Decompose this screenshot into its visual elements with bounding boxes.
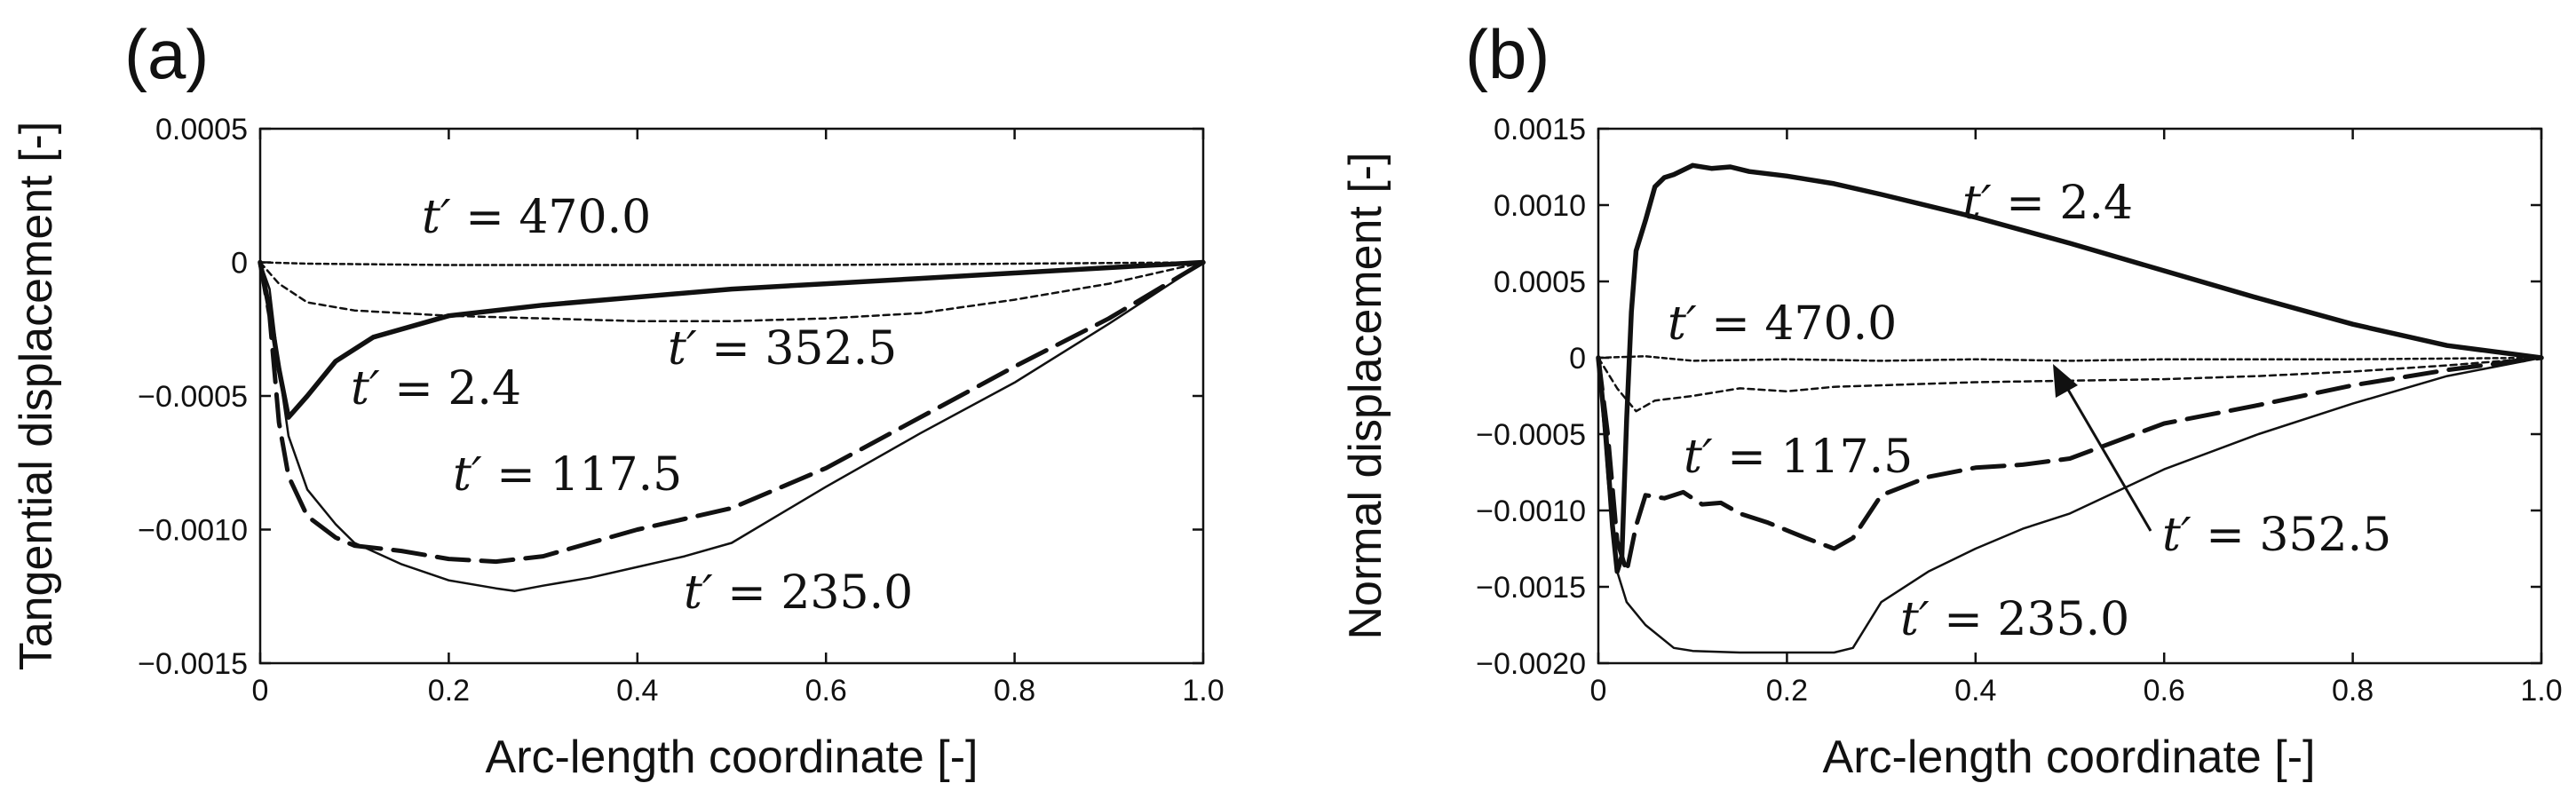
panel-a: (a) 0.0005 0 −0.0005 −0.0010 −0.0015 0 0.2 0.4…: [11, 15, 1225, 783]
x-tick-label: 0.2: [428, 674, 470, 708]
panel-label: (b): [1465, 15, 1550, 93]
series-line-470-0: [258, 261, 1205, 266]
x-axis-title: Arc-length coordinate [-]: [1823, 732, 2316, 783]
series-line-470-0: [1597, 355, 2543, 362]
y-tick-label: 0.0005: [155, 113, 248, 146]
x-axis-ticks: 0 0.2 0.4 0.6 0.8 1.0: [252, 129, 1225, 708]
y-tick-label: −0.0010: [1476, 494, 1586, 528]
y-tick-label: 0.0010: [1494, 189, 1586, 223]
x-tick-label: 1.0: [2520, 674, 2562, 708]
series-layer: [258, 259, 1206, 592]
x-tick-label: 0.6: [2144, 674, 2185, 708]
curve-label-t470-b: t′ = 470.0: [1668, 297, 1897, 351]
y-axis-title: Tangential displacement [-]: [11, 122, 62, 671]
y-axis-ticks: 0.0015 0.0010 0.0005 0 −0.0005 −0.0010 −0.0015…: [1476, 113, 2541, 681]
x-tick-label: 0.2: [1766, 674, 1808, 708]
curve-label-t2-a: t′ = 2.4: [351, 362, 521, 415]
curve-label-t352-a: t′ = 352.5: [668, 322, 897, 376]
panel-label: (a): [124, 15, 209, 93]
x-tick-label: 0.8: [2332, 674, 2374, 708]
series-layer: [1596, 162, 2544, 654]
x-tick-label: 0.6: [805, 674, 847, 708]
x-axis-title: Arc-length coordinate [-]: [486, 732, 979, 783]
y-tick-label: 0: [231, 247, 248, 281]
x-tick-label: 1.0: [1182, 674, 1224, 708]
plot-frame: [1597, 127, 2543, 665]
x-tick-label: 0: [1590, 674, 1607, 708]
y-tick-label: 0.0005: [1494, 265, 1586, 299]
series-line-2-4: [1596, 162, 2544, 574]
y-tick-label: −0.0020: [1476, 647, 1586, 681]
y-tick-label: −0.0005: [1476, 418, 1586, 452]
series-line-117-5: [258, 260, 1206, 565]
curve-label-t235-b: t′ = 235.0: [1900, 593, 2129, 646]
y-tick-label: −0.0005: [138, 380, 248, 414]
series-line-2-4: [258, 259, 1206, 420]
y-tick-label: −0.0010: [138, 514, 248, 548]
annotation-arrow-line: [2063, 383, 2152, 532]
y-tick-label: 0.0015: [1494, 113, 1586, 146]
curve-label-t470-a: t′ = 470.0: [422, 191, 651, 244]
y-tick-label: −0.0015: [138, 647, 248, 681]
x-tick-label: 0.8: [994, 674, 1035, 708]
y-tick-label: 0: [1569, 342, 1586, 376]
annotation-arrow-head: [2053, 364, 2078, 398]
y-tick-label: −0.0015: [1476, 571, 1586, 605]
y-axis-ticks: 0.0005 0 −0.0005 −0.0010 −0.0015: [138, 113, 1203, 681]
curve-label-t352-b: t′ = 352.5: [2162, 509, 2391, 562]
curve-label-t2-b: t′ = 2.4: [1962, 177, 2133, 230]
x-tick-label: 0: [252, 674, 269, 708]
series-line-235-0: [258, 261, 1205, 592]
x-axis-ticks: 0 0.2 0.4 0.6 0.8 1.0: [1590, 129, 2563, 708]
series-line-117-5: [1596, 355, 2544, 574]
series-line-235-0: [1597, 356, 2543, 654]
plot-frame: [258, 127, 1205, 665]
series-line-352-5: [258, 261, 1205, 322]
panel-b: (b) 0.0015 0.0010 0.0005 0 −0.0005 −0.0010 −0.…: [1340, 15, 2563, 783]
y-axis-title: Normal displacement [-]: [1340, 152, 1391, 639]
series-line-352-5: [1597, 356, 2543, 413]
curve-label-t235-a: t′ = 235.0: [684, 566, 913, 620]
x-tick-label: 0.4: [1954, 674, 1996, 708]
curve-label-t117-b: t′ = 117.5: [1684, 431, 1913, 484]
x-tick-label: 0.4: [616, 674, 658, 708]
curve-label-t117-a: t′ = 117.5: [453, 448, 682, 502]
